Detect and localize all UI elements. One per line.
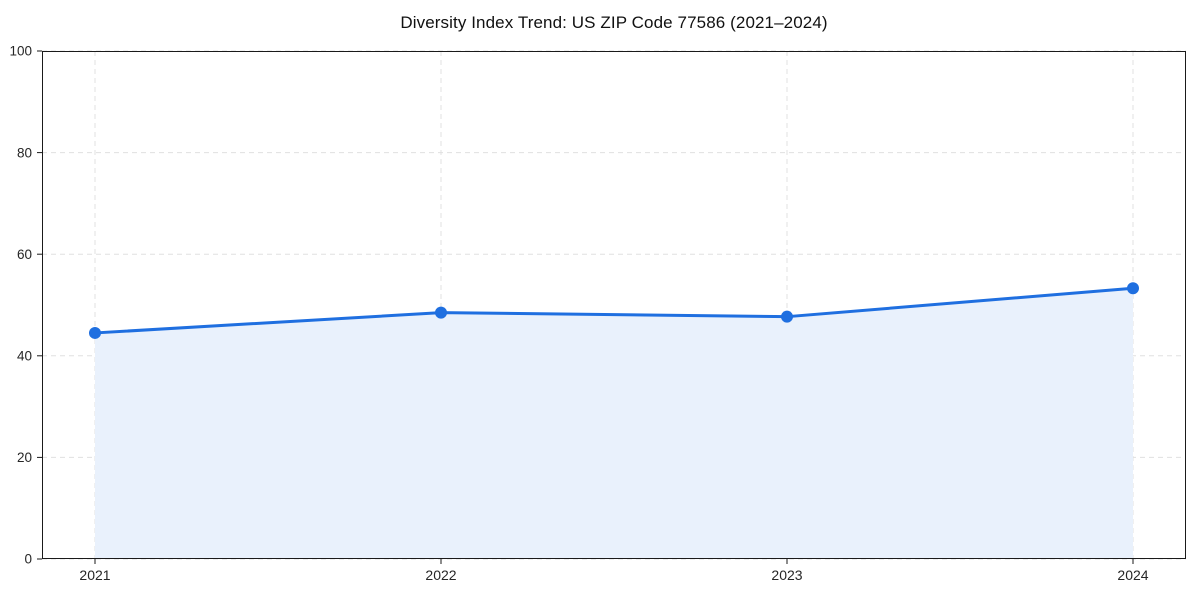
- y-tick-label: 0: [24, 552, 32, 567]
- y-tick-label: 60: [17, 247, 32, 262]
- data-point-marker: [781, 310, 793, 323]
- area-fill: [95, 288, 1133, 559]
- x-tick-label: 2021: [79, 567, 110, 583]
- data-point-marker: [89, 326, 101, 339]
- trend-line: [93, 286, 1135, 335]
- data-point-marker: [435, 306, 447, 319]
- y-tick-label: 100: [9, 44, 32, 59]
- plot-area: 0 20 40 60 80 100 2021 2022 2023 2024: [9, 44, 1186, 583]
- x-tick-label: 2024: [1117, 567, 1148, 583]
- x-tick-label: 2022: [425, 567, 456, 583]
- plot-border: [42, 51, 1186, 559]
- y-tick-label: 20: [17, 450, 32, 465]
- x-tick-label: 2023: [771, 567, 802, 583]
- chart-title: Diversity Index Trend: US ZIP Code 77586…: [400, 13, 828, 32]
- data-point-marker: [1127, 282, 1139, 295]
- y-tick-label: 40: [17, 349, 32, 364]
- y-tick-label: 80: [17, 145, 32, 160]
